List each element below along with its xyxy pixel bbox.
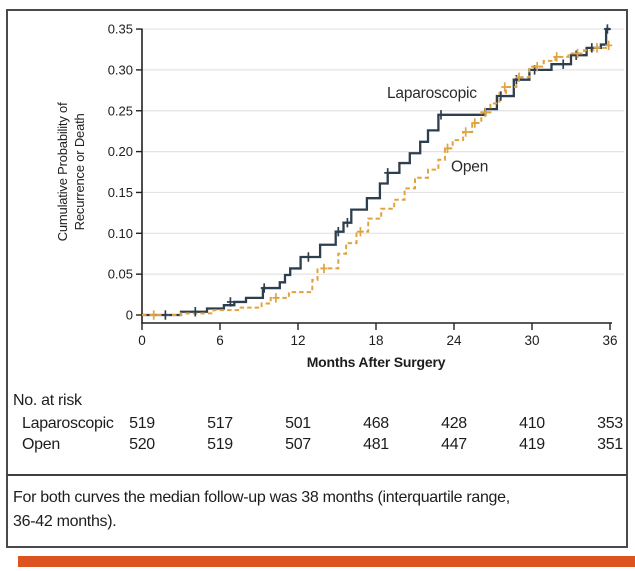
risk-value: 520	[129, 436, 155, 453]
risk-row-label: Laparoscopic	[22, 415, 114, 432]
y-tick-label: 0.35	[108, 22, 133, 37]
x-tick-label: 24	[446, 333, 462, 348]
risk-value: 353	[597, 415, 623, 432]
risk-value: 351	[597, 436, 623, 453]
x-tick-label: 30	[524, 333, 539, 348]
risk-row-label: Open	[22, 436, 60, 453]
x-tick-label: 0	[138, 333, 146, 348]
risk-row-laparoscopic: Laparoscopic 519 517 501 468 428 410 353	[0, 415, 635, 433]
x-tick-label: 6	[216, 333, 224, 348]
series-label-laparoscopic: Laparoscopic	[387, 85, 477, 102]
risk-value: 519	[129, 415, 155, 432]
risk-value: 428	[441, 415, 467, 432]
y-tick-label: 0	[126, 308, 133, 323]
y-tick-label: 0.05	[108, 267, 133, 282]
x-tick-label: 36	[602, 333, 617, 348]
risk-value: 501	[285, 415, 311, 432]
risk-value: 507	[285, 436, 311, 453]
bottom-accent-bar	[18, 556, 635, 567]
series-label-open: Open	[451, 158, 488, 175]
risk-value: 468	[363, 415, 389, 432]
footnote-divider	[7, 474, 627, 476]
risk-row-open: Open 520 519 507 481 447 419 351	[0, 436, 635, 454]
x-axis-title: Months After Surgery	[307, 354, 446, 370]
footnote: For both curves the median follow-up was…	[13, 486, 613, 534]
risk-value: 410	[519, 415, 545, 432]
risk-value: 447	[441, 436, 467, 453]
x-tick-label: 18	[368, 333, 383, 348]
risk-value: 519	[207, 436, 233, 453]
y-axis-title: Cumulative Probability of Recurrence or …	[55, 102, 87, 242]
y-tick-label: 0.10	[108, 226, 133, 241]
y-tick-label: 0.30	[108, 62, 133, 77]
risk-value: 517	[207, 415, 233, 432]
km-plot: 0 0.05 0.10 0.15 0.20 0.25 0.30 0.35 0 6 12 18 24 30 3…	[108, 22, 624, 370]
y-tick-label: 0.20	[108, 144, 133, 159]
footnote-line: For both curves the median follow-up was…	[13, 489, 510, 506]
y-tick-label: 0.25	[108, 103, 133, 118]
footnote-line: 36-42 months).	[13, 513, 117, 530]
y-tick-label: 0.15	[108, 185, 133, 200]
risk-value: 481	[363, 436, 389, 453]
series-curve-laparoscopic	[142, 27, 610, 317]
risk-table-heading: No. at risk	[13, 392, 82, 409]
risk-value: 419	[519, 436, 545, 453]
x-tick-label: 12	[290, 333, 305, 348]
series-curve-open	[142, 44, 610, 316]
